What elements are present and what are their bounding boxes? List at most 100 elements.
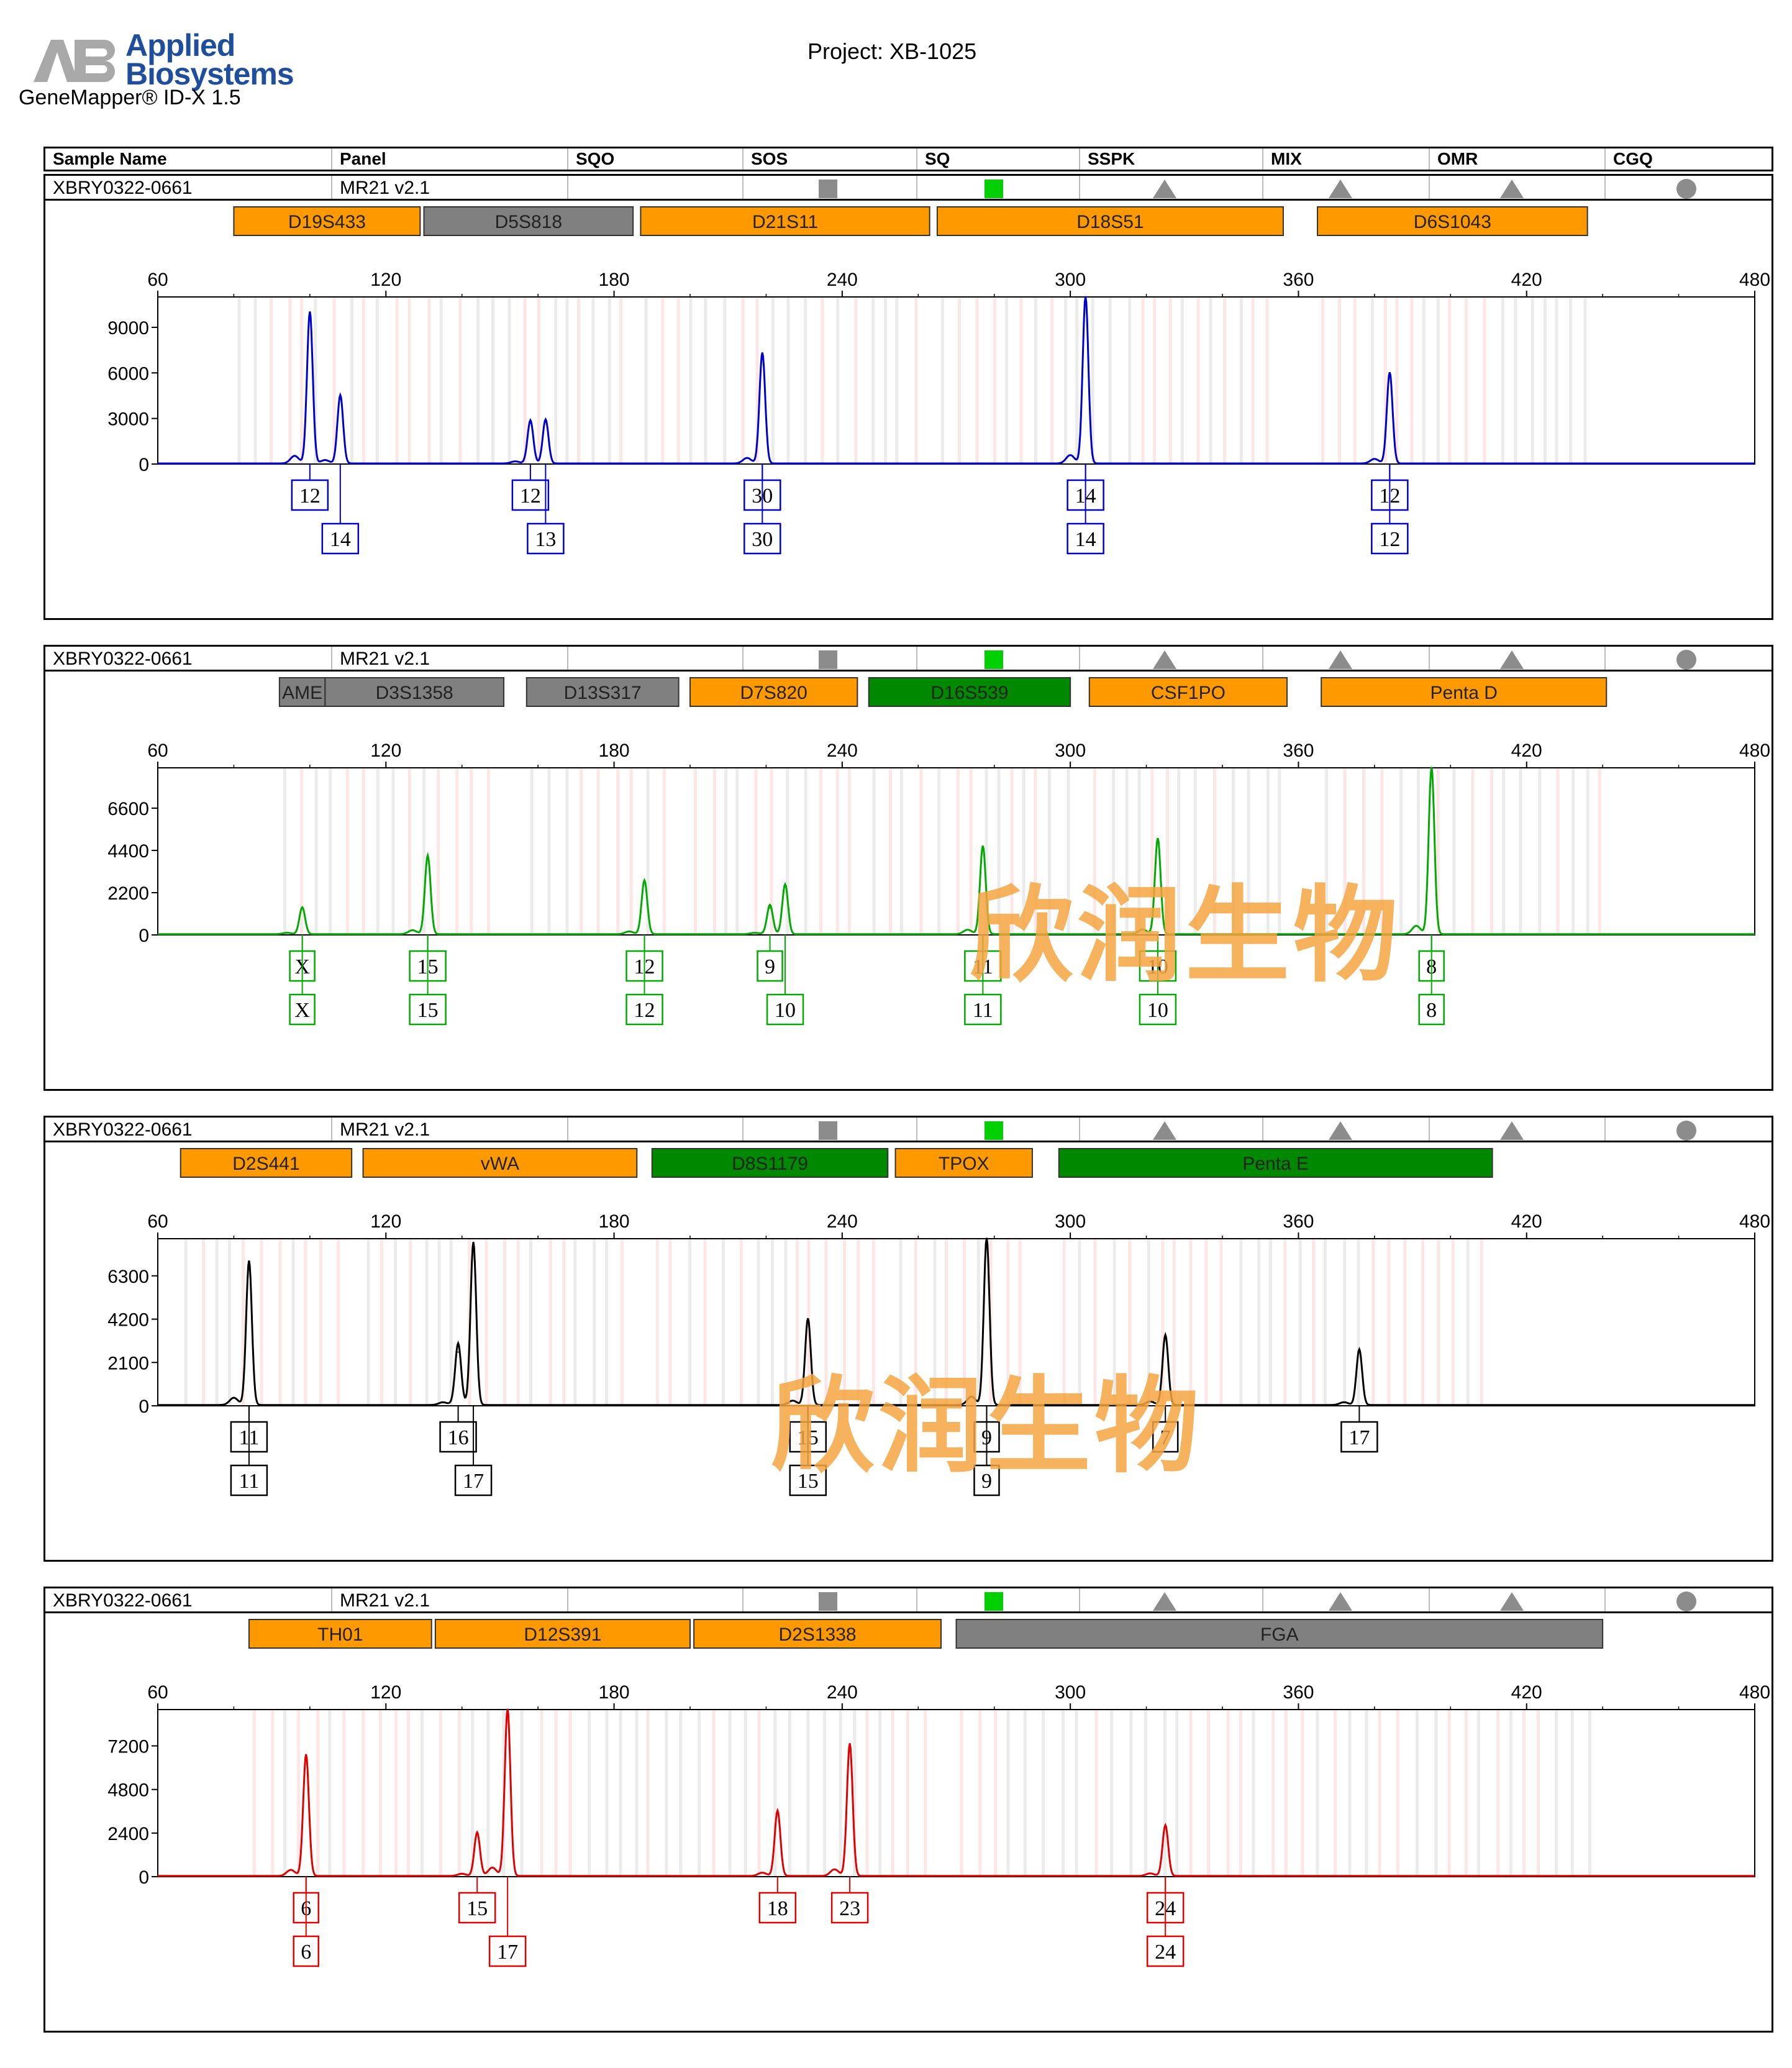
gray-triangle-icon[interactable]	[1500, 650, 1524, 669]
bin-stripe	[253, 297, 257, 464]
sample-row[interactable]: XBRY0322-0661 MR21 v2.1	[45, 1588, 1772, 1613]
sq-cell	[916, 176, 925, 199]
col-panel[interactable]: Panel	[331, 148, 567, 170]
gray-square-icon[interactable]	[819, 1121, 837, 1140]
green-square-icon[interactable]	[985, 1592, 1003, 1611]
bin-stripe	[891, 1710, 894, 1877]
bin-stripe	[629, 768, 633, 935]
bin-stripe	[1252, 1710, 1255, 1877]
bin-stripe	[439, 1710, 442, 1877]
bin-stripe	[1137, 768, 1141, 935]
bin-stripe	[1093, 1239, 1097, 1406]
bin-stripe	[1588, 1710, 1591, 1877]
gray-triangle-icon[interactable]	[1153, 1592, 1176, 1611]
bin-stripe	[757, 1710, 761, 1877]
gray-triangle-icon[interactable]	[1329, 1592, 1352, 1611]
sample-row[interactable]: XBRY0322-0661 MR21 v2.1	[45, 176, 1772, 201]
green-square-icon[interactable]	[985, 180, 1003, 198]
y-tick-label: 4200	[107, 1310, 149, 1331]
allele-label: 12	[299, 485, 321, 508]
col-sqo[interactable]: SQO	[567, 148, 742, 170]
col-mix[interactable]: MIX	[1262, 148, 1429, 170]
watermark-text: 欣润生物	[969, 873, 1401, 996]
gray-circle-icon[interactable]	[1676, 1121, 1696, 1141]
sspk-cell	[1079, 1118, 1088, 1141]
allele-box	[1340, 1421, 1378, 1453]
bin-stripe	[739, 1239, 743, 1406]
bin-stripe	[260, 1239, 263, 1406]
allele-label: 23	[839, 1897, 860, 1920]
trace-line	[158, 1237, 1755, 1406]
bin-stripe	[1334, 1710, 1337, 1877]
gray-circle-icon[interactable]	[1676, 650, 1696, 670]
bin-stripe	[1189, 1239, 1193, 1406]
bin-stripe	[568, 1710, 572, 1877]
peak-point	[507, 1709, 509, 1710]
bin-stripe	[1111, 768, 1115, 935]
marker-bar	[1321, 677, 1608, 707]
peak-point	[1085, 296, 1086, 298]
y-tick-label: 6300	[107, 1267, 149, 1287]
gray-circle-icon[interactable]	[1676, 179, 1696, 199]
col-omr[interactable]: OMR	[1429, 148, 1604, 170]
sample-row[interactable]: XBRY0322-0661 MR21 v2.1	[45, 1118, 1772, 1142]
col-cgq[interactable]: CGQ	[1604, 148, 1773, 170]
gray-square-icon[interactable]	[819, 650, 837, 669]
x-tick-label: 120	[370, 740, 401, 761]
bin-stripe	[314, 297, 317, 464]
gray-triangle-icon[interactable]	[1500, 1592, 1524, 1611]
bin-stripe	[565, 768, 569, 935]
col-sos[interactable]: SOS	[742, 148, 916, 170]
marker-label: D13S317	[564, 683, 642, 703]
gray-triangle-icon[interactable]	[1153, 1121, 1176, 1140]
allele-box	[625, 993, 663, 1026]
bin-stripe	[1004, 297, 1008, 464]
bin-stripe	[1480, 1239, 1483, 1406]
gray-triangle-icon[interactable]	[1329, 1121, 1352, 1140]
bin-stripe	[297, 1710, 301, 1877]
bin-stripe	[1312, 1239, 1316, 1406]
marker-label: D2S441	[232, 1154, 299, 1174]
bin-stripe	[491, 297, 494, 464]
gray-triangle-icon[interactable]	[1153, 650, 1176, 669]
bin-stripe	[924, 1710, 927, 1877]
bin-stripe	[1337, 297, 1341, 464]
gray-circle-icon[interactable]	[1676, 1592, 1696, 1611]
gray-triangle-icon[interactable]	[1329, 650, 1352, 669]
bin-stripe	[933, 1239, 937, 1406]
bin-stripe	[884, 297, 888, 464]
bin-stripe	[437, 768, 440, 935]
bin-stripe	[854, 297, 858, 464]
sample-row[interactable]: XBRY0322-0661 MR21 v2.1	[45, 647, 1772, 672]
bin-stripe	[804, 297, 807, 464]
bin-stripe	[1568, 297, 1572, 464]
gray-triangle-icon[interactable]	[1153, 180, 1176, 198]
electropherogram-green: AME D3S1358 D13S317 D7S820 D16S539 CSF1PO Pent…	[107, 677, 1770, 1026]
col-sspk[interactable]: SSPK	[1079, 148, 1262, 170]
peak-point	[1358, 1349, 1360, 1351]
gray-square-icon[interactable]	[819, 180, 837, 198]
col-sq[interactable]: SQ	[916, 148, 1079, 170]
peak-point	[769, 907, 771, 909]
bin-stripe	[958, 297, 962, 464]
marker-label: D3S1358	[376, 683, 453, 703]
bin-stripe	[1466, 1239, 1470, 1406]
bin-stripe	[565, 297, 569, 464]
green-square-icon[interactable]	[985, 650, 1003, 669]
bin-stripe	[997, 768, 1001, 935]
brand-line-2: Biosystems	[125, 57, 294, 91]
allele-label: 12	[1379, 528, 1400, 551]
bin-stripe	[291, 1239, 295, 1406]
green-square-icon[interactable]	[985, 1121, 1003, 1140]
gray-triangle-icon[interactable]	[1329, 180, 1352, 198]
marker-label: D5S818	[495, 212, 562, 232]
bin-stripe	[471, 1710, 475, 1877]
x-tick-label: 300	[1055, 740, 1086, 761]
gray-triangle-icon[interactable]	[1500, 180, 1524, 198]
gray-triangle-icon[interactable]	[1500, 1121, 1524, 1140]
bin-stripe	[1257, 1239, 1261, 1406]
col-sample-name[interactable]: Sample Name	[53, 149, 167, 168]
bin-stripe	[721, 1239, 725, 1406]
gray-square-icon[interactable]	[819, 1592, 837, 1611]
bin-stripe	[329, 768, 332, 935]
